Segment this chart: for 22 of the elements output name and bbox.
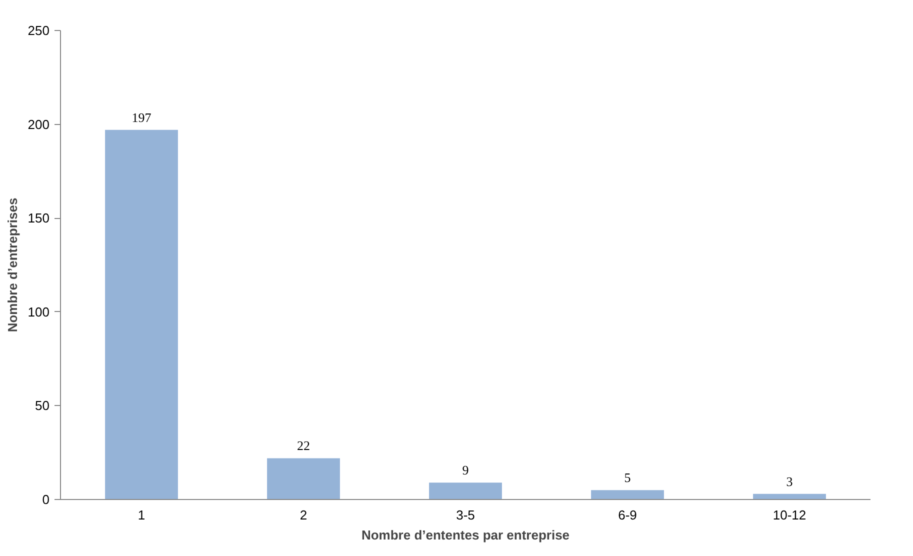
data-label: 3	[786, 474, 793, 489]
y-tick-label: 200	[28, 116, 50, 132]
bar	[591, 490, 664, 500]
x-tick-label: 2	[300, 508, 308, 522]
data-label: 9	[462, 462, 469, 478]
y-tick-label: 250	[28, 23, 50, 38]
data-label: 197	[132, 110, 152, 125]
data-label: 22	[297, 438, 310, 454]
x-tick-label: 3-5	[456, 508, 475, 522]
y-tick-label: 50	[35, 398, 50, 414]
x-tick-label: 1	[138, 508, 146, 522]
bar	[429, 482, 502, 500]
y-axis-title: Nombre d’entreprises	[4, 198, 20, 332]
y-tick-label: 100	[28, 304, 50, 320]
x-tick-label: 6-9	[618, 508, 637, 522]
x-axis-title: Nombre d’ententes par entreprise	[361, 528, 570, 542]
y-tick-label: 0	[42, 492, 50, 507]
data-label: 5	[624, 470, 631, 486]
x-tick-label: 10-12	[772, 508, 806, 522]
bar	[267, 458, 340, 500]
y-tick-label: 150	[28, 210, 50, 226]
bar	[105, 130, 178, 500]
